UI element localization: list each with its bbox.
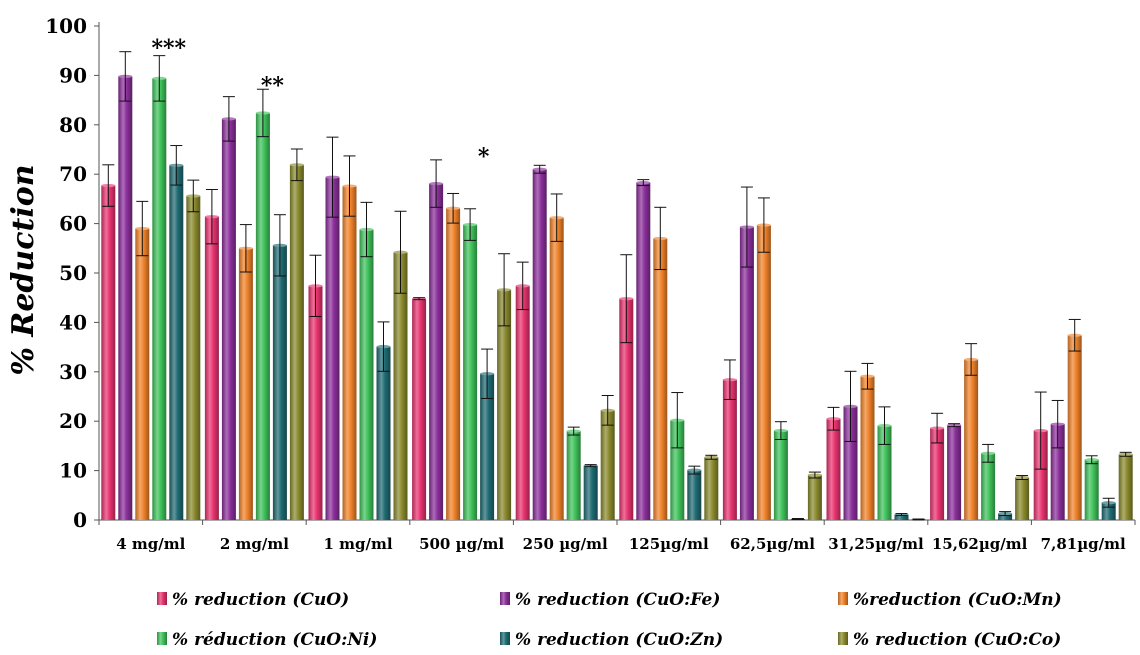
significance-annotation: ** bbox=[261, 73, 285, 99]
bar bbox=[118, 76, 133, 520]
bar bbox=[429, 183, 444, 520]
legend-label: % reduction (CuO:Co) bbox=[853, 630, 1061, 650]
bar bbox=[1033, 430, 1048, 520]
bar bbox=[186, 195, 201, 520]
bar bbox=[843, 406, 858, 520]
legend-swatch bbox=[157, 632, 167, 645]
x-tick-label: 2 mg/ml bbox=[220, 535, 289, 553]
bar bbox=[152, 78, 167, 520]
bar bbox=[308, 285, 323, 520]
x-tick-label: 15,62µg/ml bbox=[932, 535, 1028, 553]
legend-swatch bbox=[838, 592, 848, 605]
bar bbox=[272, 245, 287, 520]
bar bbox=[480, 373, 495, 520]
bar bbox=[1118, 454, 1133, 520]
bar bbox=[583, 465, 598, 520]
bar bbox=[653, 238, 668, 521]
x-tick-label: 125µg/ml bbox=[629, 535, 709, 553]
y-tick-label: 70 bbox=[59, 162, 87, 186]
bar bbox=[393, 252, 408, 520]
bar bbox=[289, 164, 304, 520]
x-tick-label: 31,25µg/ml bbox=[828, 535, 924, 553]
bar bbox=[704, 457, 719, 520]
x-tick-label: 4 mg/ml bbox=[116, 535, 185, 553]
bar bbox=[947, 425, 962, 520]
x-tick-label: 500 µg/ml bbox=[419, 535, 504, 553]
bar bbox=[964, 359, 979, 520]
bar bbox=[532, 169, 547, 520]
bar bbox=[807, 475, 822, 520]
bar bbox=[894, 514, 909, 520]
y-tick-label: 50 bbox=[59, 261, 87, 285]
x-tick-label: 7,81µg/ml bbox=[1041, 535, 1126, 553]
legend-label: % reduction (CuO:Fe) bbox=[515, 590, 720, 610]
y-tick-label: 60 bbox=[59, 212, 87, 236]
x-tick-label: 250 µg/ml bbox=[523, 535, 608, 553]
bar bbox=[860, 376, 875, 520]
bar bbox=[238, 248, 253, 521]
bar bbox=[1084, 459, 1099, 520]
y-tick-label: 90 bbox=[59, 63, 87, 87]
bar bbox=[670, 420, 685, 520]
bar bbox=[1067, 335, 1082, 520]
bar bbox=[981, 453, 996, 520]
y-axis-label: % Reduction bbox=[6, 164, 41, 375]
legend-swatch bbox=[838, 632, 848, 645]
bar bbox=[463, 224, 478, 520]
bar bbox=[255, 112, 270, 520]
legend-swatch bbox=[157, 592, 167, 605]
bar bbox=[325, 177, 340, 520]
x-tick-label: 1 mg/ml bbox=[323, 535, 392, 553]
bar bbox=[600, 410, 615, 520]
bar bbox=[773, 430, 788, 520]
legend-label: % reduction (CuO:Zn) bbox=[515, 630, 723, 650]
legend-swatch bbox=[500, 632, 510, 645]
y-tick-label: 0 bbox=[73, 508, 87, 532]
y-tick-label: 10 bbox=[59, 459, 87, 483]
bar bbox=[359, 229, 374, 520]
legend-swatch bbox=[500, 592, 510, 605]
bar bbox=[549, 217, 564, 520]
legend-label: % réduction (CuO:Ni) bbox=[172, 630, 377, 650]
bar bbox=[497, 289, 512, 520]
bar bbox=[101, 185, 116, 520]
bar bbox=[1015, 477, 1030, 520]
bar bbox=[722, 379, 737, 520]
bar bbox=[412, 298, 427, 520]
significance-annotation: *** bbox=[152, 36, 187, 62]
bar bbox=[756, 225, 771, 520]
x-tick-label: 62,5µg/ml bbox=[730, 535, 815, 553]
y-tick-label: 100 bbox=[45, 14, 87, 38]
bar bbox=[135, 228, 150, 521]
bar bbox=[566, 431, 581, 520]
bar bbox=[930, 428, 945, 520]
bar bbox=[376, 346, 391, 520]
y-tick-label: 30 bbox=[59, 360, 87, 384]
bar bbox=[221, 118, 236, 520]
bar bbox=[877, 425, 892, 520]
bar bbox=[739, 227, 754, 521]
bar bbox=[687, 470, 702, 520]
bar bbox=[204, 216, 219, 520]
bar bbox=[446, 208, 461, 520]
legend-label: %reduction (CuO:Mn) bbox=[853, 590, 1062, 610]
bar bbox=[636, 182, 651, 520]
bar bbox=[998, 513, 1013, 520]
bar bbox=[342, 186, 357, 520]
bar bbox=[169, 165, 184, 521]
bar bbox=[515, 285, 530, 520]
bar bbox=[619, 298, 634, 520]
y-tick-label: 20 bbox=[59, 409, 87, 433]
y-tick-label: 40 bbox=[59, 310, 87, 334]
significance-annotation: * bbox=[478, 144, 490, 170]
bar bbox=[826, 418, 841, 520]
y-tick-label: 80 bbox=[59, 113, 87, 137]
legend-label: % reduction (CuO) bbox=[172, 590, 349, 610]
